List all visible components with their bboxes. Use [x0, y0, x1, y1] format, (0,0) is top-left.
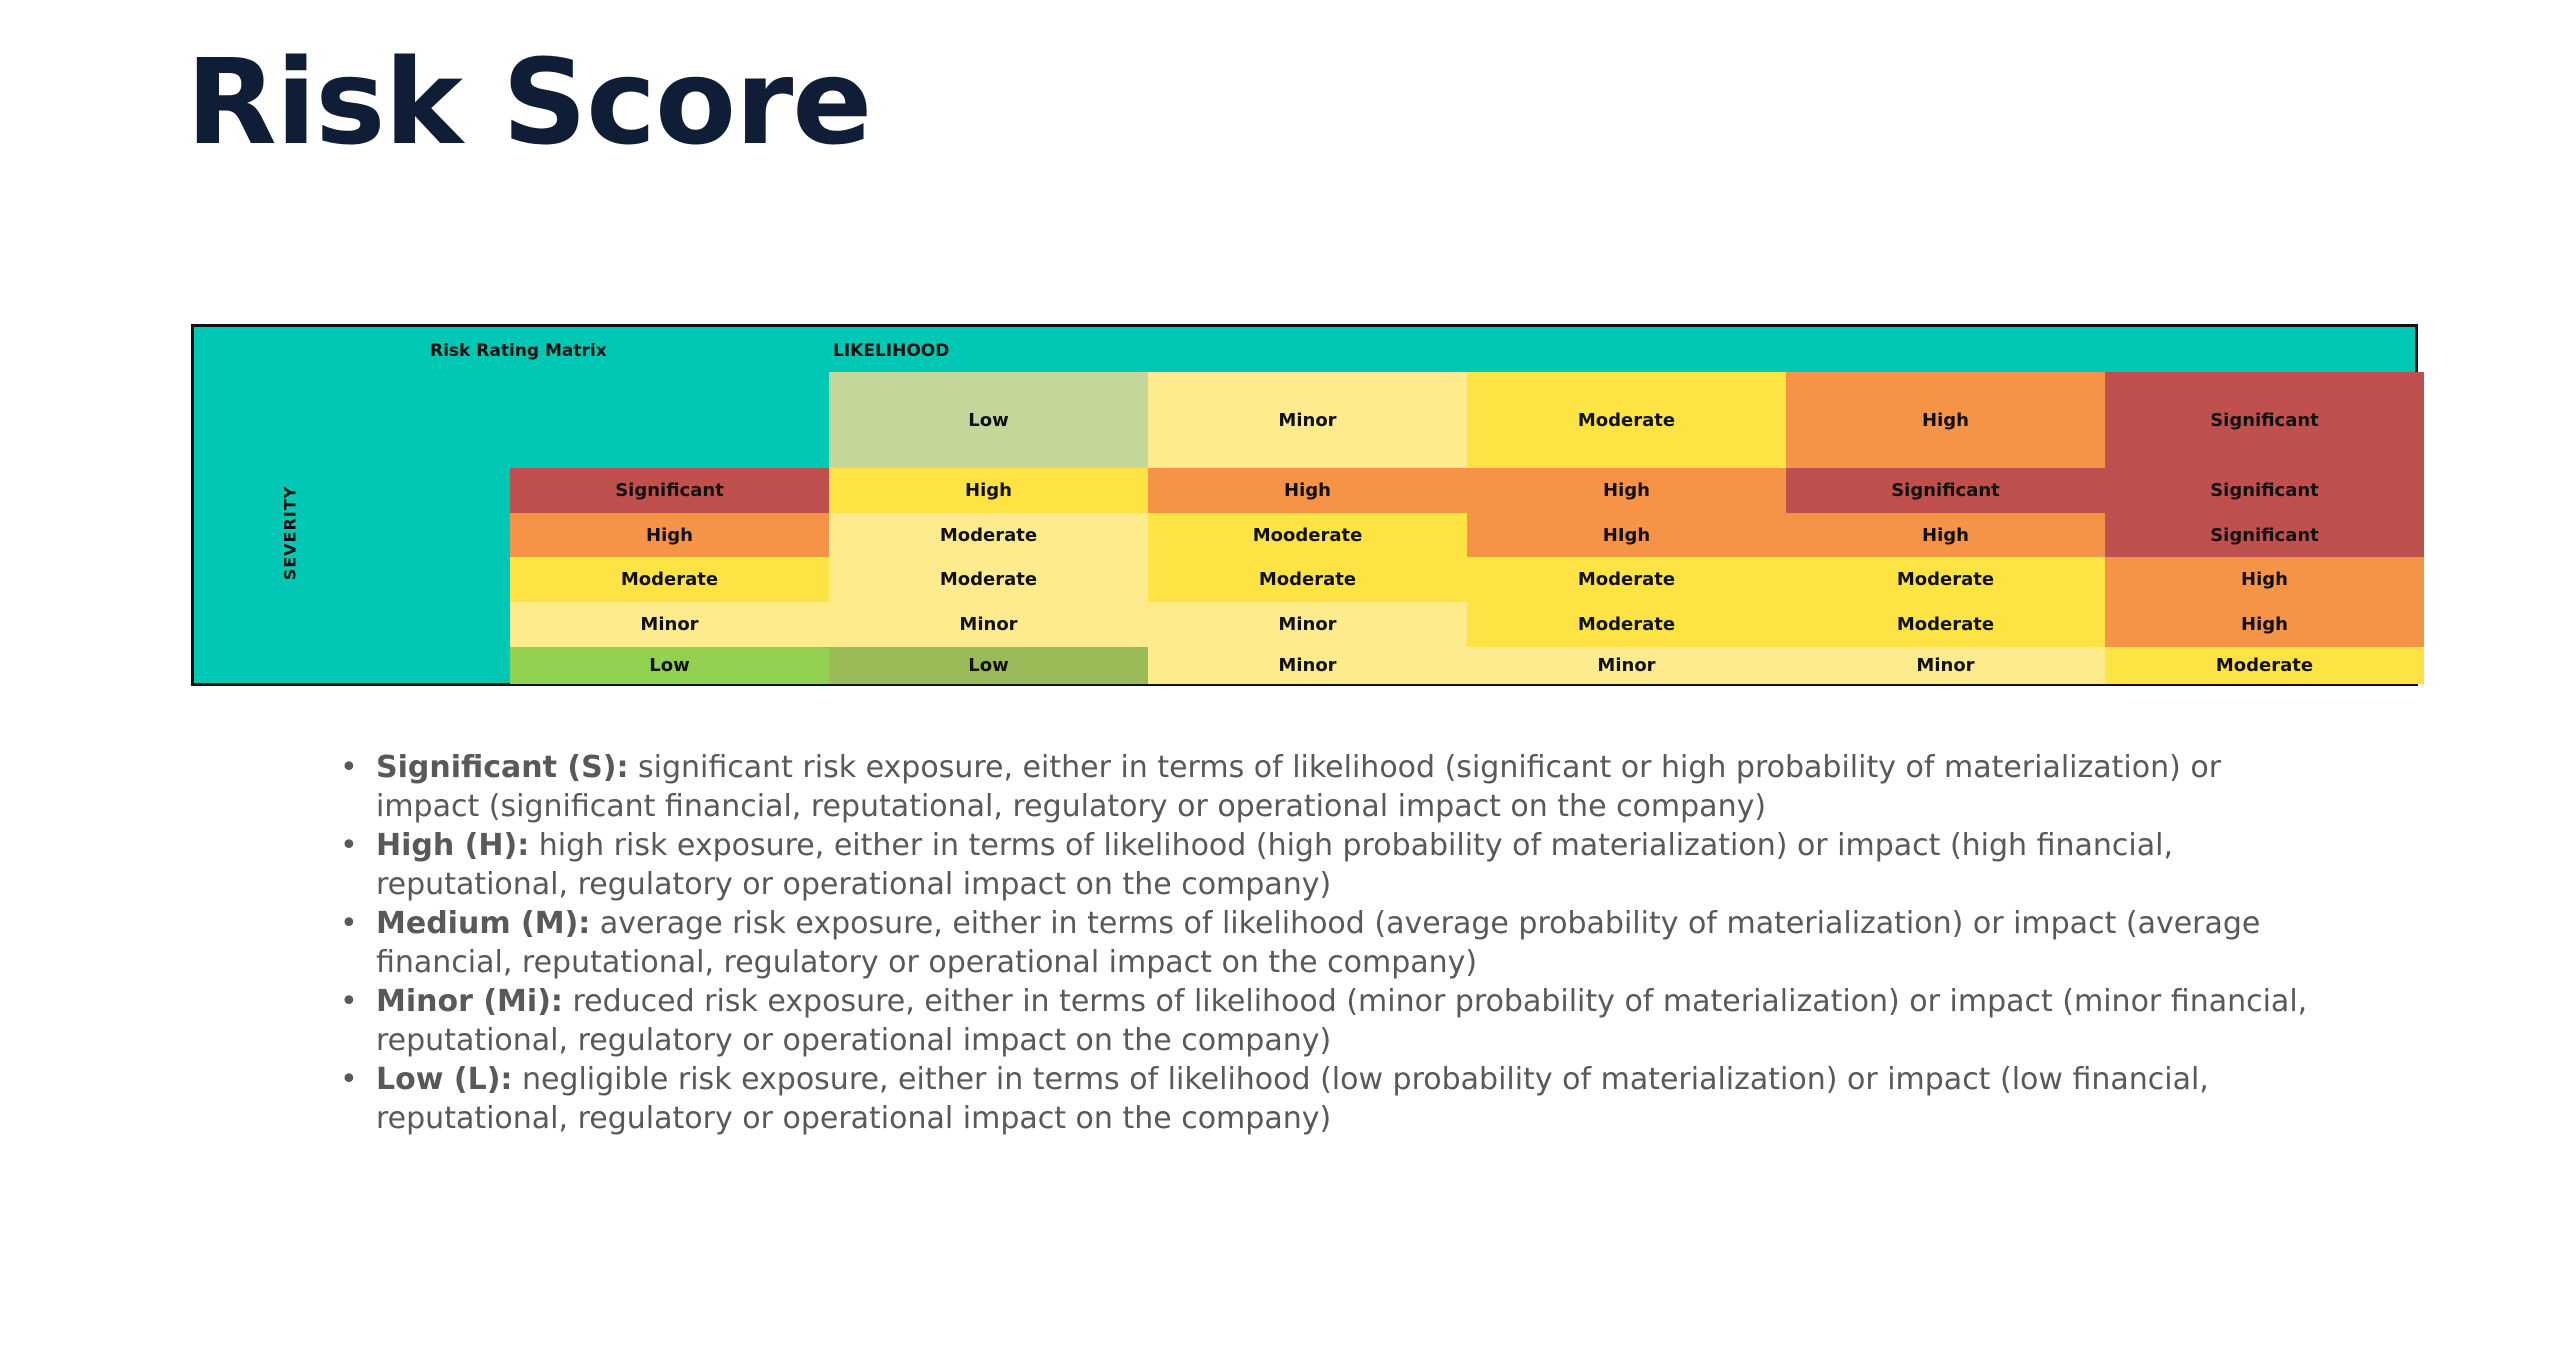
definition-term: High (H): [376, 828, 530, 863]
definition-term: Medium (M): [376, 906, 591, 941]
matrix-cell: High [1148, 468, 1467, 513]
severity-level-minor: Minor [510, 602, 829, 647]
bullet-icon: • [340, 906, 358, 941]
bullet-icon: • [340, 984, 358, 1019]
likelihood-axis-label: LIKELIHOOD [833, 341, 950, 361]
matrix-cell: High [1786, 513, 2105, 557]
matrix-cell: High [2105, 557, 2424, 602]
likelihood-header-significant: Significant [2105, 372, 2424, 468]
matrix-cell: Minor [829, 602, 1148, 647]
matrix-cell: Moderate [1467, 557, 1786, 602]
severity-axis-label: SEVERITY [280, 485, 300, 581]
definition-item: • Significant (S): significant risk expos… [330, 748, 2310, 826]
severity-level-low: Low [510, 647, 829, 684]
definition-item: • Low (L): negligible risk exposure, eith… [330, 1060, 2310, 1138]
severity-level-significant: Significant [510, 468, 829, 513]
matrix-cell: High [2105, 602, 2424, 647]
definition-item: • High (H): high risk exposure, either in… [330, 826, 2310, 904]
bullet-icon: • [340, 828, 358, 863]
definition-text: negligible risk exposure, either in term… [376, 1062, 2209, 1136]
matrix-cell: High [1467, 468, 1786, 513]
matrix-cell: HIgh [1467, 513, 1786, 557]
severity-level-high: High [510, 513, 829, 557]
severity-level-moderate: Moderate [510, 557, 829, 602]
matrix-cell: Low [829, 647, 1148, 684]
matrix-cell: Mooderate [1148, 513, 1467, 557]
likelihood-header-minor: Minor [1148, 372, 1467, 468]
matrix-title: Risk Rating Matrix [430, 341, 607, 361]
likelihood-header-low: Low [829, 372, 1148, 468]
matrix-cell: Moderate [829, 513, 1148, 557]
matrix-cell: Minor [1148, 602, 1467, 647]
bullet-icon: • [340, 750, 358, 785]
matrix-cell: High [829, 468, 1148, 513]
definition-text: significant risk exposure, either in ter… [376, 750, 2222, 824]
matrix-cell: Moderate [1786, 557, 2105, 602]
definition-item: • Medium (M): average risk exposure, eith… [330, 904, 2310, 982]
definition-item: • Minor (Mi): reduced risk exposure, eith… [330, 982, 2310, 1060]
matrix-cell: Minor [1467, 647, 1786, 684]
likelihood-header-moderate: Moderate [1467, 372, 1786, 468]
matrix-cell: Moderate [829, 557, 1148, 602]
matrix-cell: Moderate [1467, 602, 1786, 647]
definition-text: high risk exposure, either in terms of l… [376, 828, 2173, 902]
definition-term: Significant (S): [376, 750, 629, 785]
risk-definitions-list: • Significant (S): significant risk expos… [330, 748, 2310, 1138]
matrix-cell: Minor [1786, 647, 2105, 684]
matrix-cell: Moderate [1786, 602, 2105, 647]
definition-text: reduced risk exposure, either in terms o… [376, 984, 2308, 1058]
matrix-cell: Moderate [2105, 647, 2424, 684]
risk-rating-matrix: Risk Rating Matrix LIKELIHOOD SEVERITY L… [191, 324, 2424, 686]
matrix-cell: Significant [1786, 468, 2105, 513]
definition-text: average risk exposure, either in terms o… [376, 906, 2261, 980]
definition-term: Low (L): [376, 1062, 513, 1097]
bullet-icon: • [340, 1062, 358, 1097]
definition-term: Minor (Mi): [376, 984, 563, 1019]
matrix-cell: Significant [2105, 468, 2424, 513]
matrix-cell: Minor [1148, 647, 1467, 684]
matrix-cell: Moderate [1148, 557, 1467, 602]
matrix-cell: Significant [2105, 513, 2424, 557]
page-title: Risk Score [186, 33, 872, 171]
likelihood-header-high: High [1786, 372, 2105, 468]
